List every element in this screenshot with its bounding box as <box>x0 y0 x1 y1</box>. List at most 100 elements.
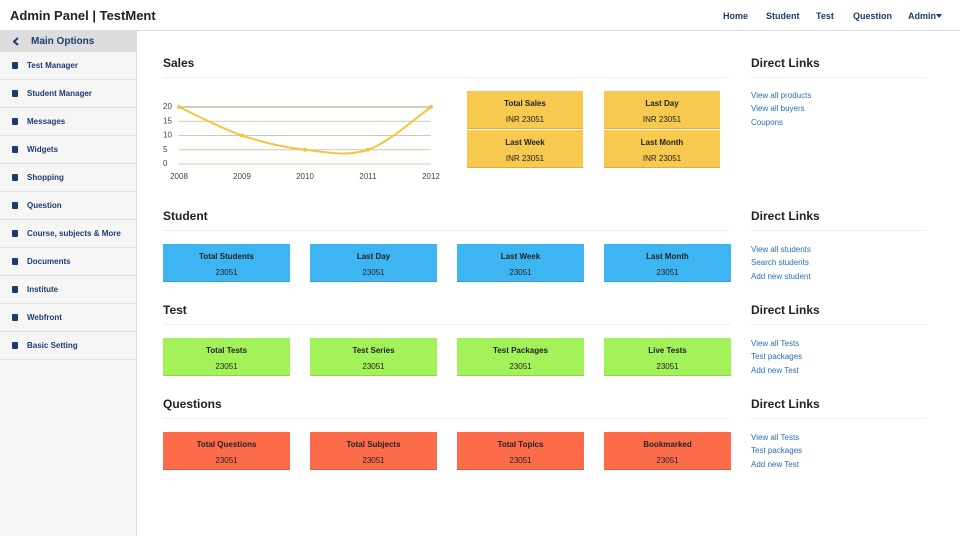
icon <box>12 90 18 97</box>
direct-link[interactable]: View all products <box>751 91 812 100</box>
section-title: Student <box>163 209 208 223</box>
direct-link[interactable]: View all Tests <box>751 339 800 348</box>
links-title: Direct Links <box>751 56 820 70</box>
card-label: Test Packages <box>493 346 548 355</box>
nav-link[interactable]: Student <box>766 11 800 21</box>
stat-card: Last Week 23051 <box>457 244 584 282</box>
stat-card: Last Month 23051 <box>604 244 731 282</box>
card-label: Live Tests <box>648 346 687 355</box>
x-tick-label: 2008 <box>170 172 188 181</box>
sidebar-item[interactable]: Institute <box>0 276 136 304</box>
links-title: Direct Links <box>751 209 820 223</box>
card-label: Last Week <box>500 252 541 261</box>
card-label: Last Day <box>645 99 679 108</box>
sidebar-item-text: Widgets <box>27 145 59 154</box>
direct-link[interactable]: Test packages <box>751 446 803 456</box>
data-point <box>240 133 244 138</box>
card-value: 23051 <box>362 456 385 465</box>
card-label: Total Subjects <box>346 440 401 449</box>
direct-link[interactable]: View all Tests <box>751 433 800 442</box>
stat-card: Total Tests 23051 <box>163 338 290 376</box>
stat-card: Test Packages 23051 <box>457 338 584 376</box>
stat-card: Total Questions 23051 <box>163 432 290 470</box>
stat-card: Total Topics 23051 <box>457 432 584 470</box>
sales-chart: 0 5 10 15 20 2008 2009 2010 2011 2012 <box>163 102 440 181</box>
sidebar-item[interactable]: Shopping <box>0 164 136 192</box>
card-value: 23051 <box>509 362 532 371</box>
direct-link[interactable]: Add new Test <box>751 365 799 375</box>
card-label: Last Month <box>646 252 689 261</box>
stat-card: Last Day 23051 <box>310 244 437 282</box>
section-title: Questions <box>163 397 222 411</box>
sidebar-item[interactable]: Documents <box>0 248 136 276</box>
navbar: Admin Panel | TestMent Home Student Test Qu… <box>0 0 960 31</box>
icon <box>12 62 18 69</box>
x-tick-label: 2009 <box>233 172 251 181</box>
card-label: Total Students <box>199 252 254 261</box>
sidebar: Main Options Test Manager Student Manager… <box>0 31 137 536</box>
section-rule <box>163 77 730 78</box>
stat-card: Total Sales INR 23051 <box>467 91 583 129</box>
sidebar-item[interactable]: Basic Setting <box>0 332 136 360</box>
links-rule <box>751 418 927 419</box>
icon <box>12 174 18 181</box>
sidebar-item-text: Student Manager <box>27 89 92 98</box>
card-label: Total Questions <box>196 440 257 449</box>
sidebar-item[interactable]: Test Manager <box>0 52 136 80</box>
sidebar-item-text: Test Manager <box>27 61 78 70</box>
section-title: Test <box>163 303 187 317</box>
y-tick-label: 0 <box>163 159 168 168</box>
direct-link[interactable]: Add new Test <box>751 459 799 469</box>
card-label: Total Tests <box>205 346 248 355</box>
card-value: 23051 <box>509 456 532 465</box>
card-label: Total Sales <box>504 99 546 108</box>
sidebar-header[interactable]: Main Options <box>0 31 136 52</box>
sidebar-item-text: Institute <box>27 285 59 294</box>
card-label: Test Series <box>352 346 395 355</box>
nav-link[interactable]: Home <box>723 11 749 21</box>
links-rule <box>751 230 927 231</box>
y-tick-label: 5 <box>163 145 168 154</box>
card-value: 23051 <box>362 362 385 371</box>
user-menu[interactable]: Admin <box>908 11 942 21</box>
section-title: Sales <box>163 56 195 70</box>
direct-link[interactable]: Test packages <box>751 352 803 362</box>
sidebar-item[interactable]: Course, subjects & More <box>0 220 136 248</box>
sidebar-item[interactable]: Student Manager <box>0 80 136 108</box>
icon <box>12 118 18 125</box>
direct-link[interactable]: Search students <box>751 258 809 268</box>
direct-link[interactable]: Add new student <box>751 271 811 281</box>
icon <box>12 146 18 153</box>
sidebar-item[interactable]: Question <box>0 192 136 220</box>
card-value: 23051 <box>509 268 532 277</box>
nav-link[interactable]: Test <box>816 11 834 21</box>
sidebar-item[interactable]: Webfront <box>0 304 136 332</box>
card-label: Bookmarked <box>643 440 692 449</box>
sidebar-item-text: Question <box>27 201 62 210</box>
sidebar-item-text: Webfront <box>27 313 62 322</box>
card-label: Total Topics <box>497 440 544 449</box>
data-point <box>366 147 370 152</box>
nav-link[interactable]: Question <box>853 11 893 21</box>
sidebar-item[interactable]: Messages <box>0 108 136 136</box>
direct-link[interactable]: Coupons <box>751 117 784 127</box>
sidebar-item[interactable]: Widgets <box>0 136 136 164</box>
brand: Admin Panel | TestMent <box>10 8 156 23</box>
stat-card: Last Day INR 23051 <box>604 91 720 129</box>
card-value: 23051 <box>362 268 385 277</box>
direct-link[interactable]: View all buyers <box>751 104 805 114</box>
section-rule <box>163 324 730 325</box>
icon <box>12 314 18 321</box>
card-value: 23051 <box>656 268 679 277</box>
stat-card: Total Subjects 23051 <box>310 432 437 470</box>
sidebar-item-text: Basic Setting <box>27 341 78 350</box>
stat-card: Bookmarked 23051 <box>604 432 731 470</box>
data-point <box>303 147 307 152</box>
y-tick-label: 10 <box>163 131 172 140</box>
card-label: Last Week <box>505 138 545 147</box>
y-tick-label: 15 <box>163 116 172 125</box>
stat-card: Total Students 23051 <box>163 244 290 282</box>
direct-link[interactable]: View all students <box>751 245 811 254</box>
stat-card: Test Series 23051 <box>310 338 437 376</box>
